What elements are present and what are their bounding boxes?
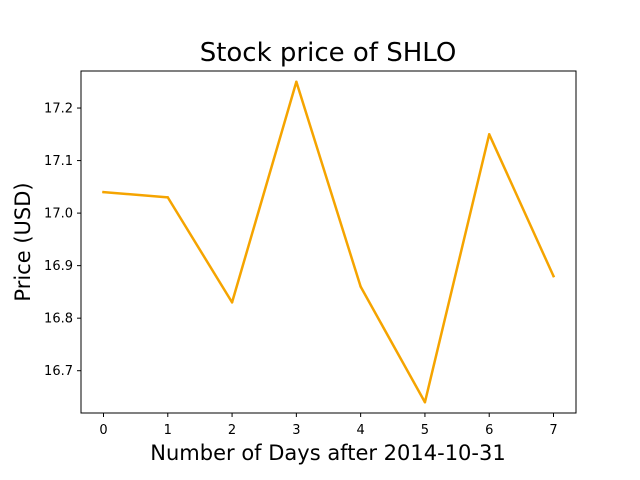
data-point bbox=[359, 285, 362, 288]
y-tick-label: 16.7 bbox=[44, 364, 73, 379]
x-tick-label: 0 bbox=[99, 423, 107, 438]
y-tick-label: 16.8 bbox=[44, 312, 73, 327]
data-point bbox=[423, 401, 427, 404]
x-tick-label: 5 bbox=[421, 423, 429, 438]
plot-frame bbox=[80, 70, 577, 414]
x-tick-label: 4 bbox=[357, 423, 365, 438]
data-point bbox=[166, 196, 169, 199]
data-point bbox=[552, 274, 555, 278]
data-point bbox=[295, 80, 298, 83]
data-point bbox=[230, 301, 234, 304]
series-layer bbox=[102, 80, 556, 404]
x-tick-label: 7 bbox=[549, 423, 557, 438]
y-axis-label: Price (USD) bbox=[11, 182, 35, 301]
x-ticks: 0 1 2 3 4 5 6 7 bbox=[99, 413, 558, 438]
x-tick-label: 6 bbox=[485, 423, 493, 438]
y-tick-label: 17.2 bbox=[44, 102, 73, 117]
x-tick-label: 1 bbox=[164, 423, 172, 438]
data-point bbox=[488, 133, 491, 136]
plot-area bbox=[81, 71, 576, 413]
data-point bbox=[102, 190, 105, 194]
x-tick-label: 3 bbox=[292, 423, 300, 438]
y-tick-label: 17.1 bbox=[44, 154, 73, 169]
y-ticks: 16.7 16.8 16.9 17.0 17.1 17.2 bbox=[44, 102, 81, 379]
x-axis-label: Number of Days after 2014-10-31 bbox=[150, 441, 505, 465]
series-line bbox=[102, 80, 556, 404]
y-tick-label: 17.0 bbox=[44, 207, 73, 222]
x-tick-label: 2 bbox=[228, 423, 236, 438]
y-tick-label: 16.9 bbox=[44, 259, 73, 274]
chart-title: Stock price of SHLO bbox=[200, 38, 457, 68]
